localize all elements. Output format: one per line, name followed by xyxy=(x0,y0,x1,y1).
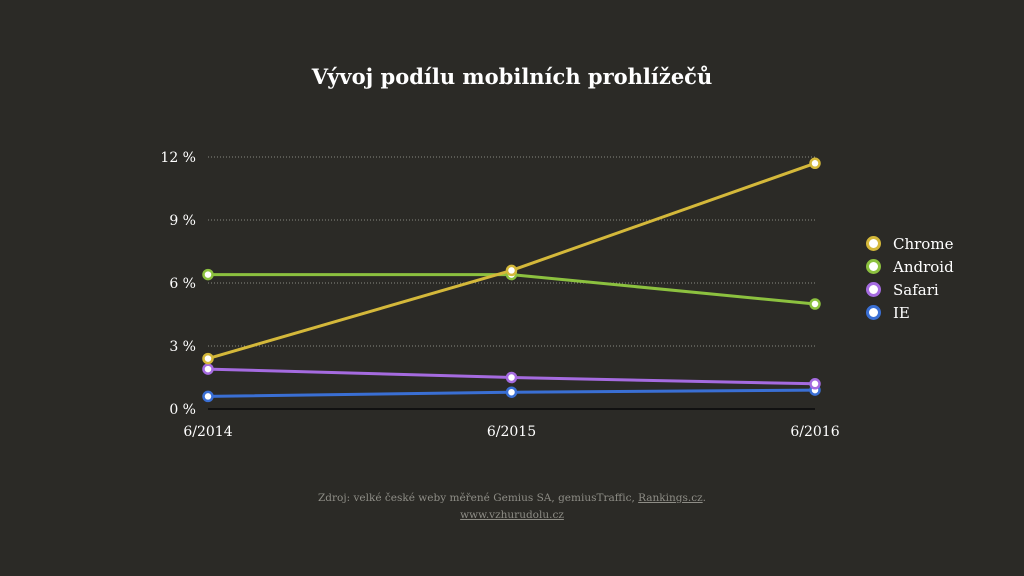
legend-label-chrome: Chrome xyxy=(893,234,954,253)
grid-lines xyxy=(208,156,815,347)
source-text: Zdroj: velké české weby měřené Gemius SA… xyxy=(318,492,635,504)
y-tick-label: 3 % xyxy=(169,339,196,355)
data-point-chrome xyxy=(809,157,821,170)
legend-item-safari[interactable]: Safari xyxy=(866,278,954,301)
legend-item-chrome[interactable]: Chrome xyxy=(866,232,954,255)
legend-item-ie[interactable]: IE xyxy=(866,301,954,324)
legend-label-android: Android xyxy=(893,257,954,276)
data-point-safari xyxy=(505,371,518,384)
x-tick-label: 6/2014 xyxy=(183,424,232,440)
source-link[interactable]: Rankings.cz xyxy=(638,492,703,504)
y-tick-label: 0 % xyxy=(169,402,196,418)
x-tick-label: 6/2016 xyxy=(790,424,839,440)
data-point-android xyxy=(202,268,214,281)
legend-label-safari: Safari xyxy=(893,280,939,299)
source-note: Zdroj: velké české weby měřené Gemius SA… xyxy=(0,490,1024,524)
source-line: Zdroj: velké české weby měřené Gemius SA… xyxy=(0,490,1024,507)
data-point-android xyxy=(809,298,821,310)
data-point-ie xyxy=(202,390,214,403)
data-point-safari xyxy=(809,378,821,390)
site-link[interactable]: www.vzhurudolu.cz xyxy=(460,509,564,521)
legend-marker-chrome xyxy=(866,236,881,251)
data-point-safari xyxy=(202,363,214,375)
legend-item-android[interactable]: Android xyxy=(866,255,954,278)
y-tick-label: 9 % xyxy=(169,213,196,229)
data-point-ie xyxy=(505,386,518,398)
data-point-chrome xyxy=(202,352,214,365)
legend-marker-safari xyxy=(866,282,881,297)
legend-marker-ie xyxy=(866,305,881,320)
y-tick-label: 6 % xyxy=(169,276,196,292)
series-line-chrome xyxy=(207,161,816,361)
x-tick-label: 6/2015 xyxy=(487,424,536,440)
legend: Chrome Android Safari IE xyxy=(866,232,954,324)
axes: 0 % 3 % 6 % 9 % 12 % 6/2014 6/2015 6/2016 xyxy=(160,150,839,440)
legend-marker-android xyxy=(866,259,881,274)
y-tick-label: 12 % xyxy=(160,150,196,166)
chart-title: Vývoj podílu mobilních prohlížečů xyxy=(311,64,713,89)
data-points xyxy=(202,157,821,403)
source-link-suffix: . xyxy=(702,492,706,504)
legend-label-ie: IE xyxy=(893,303,910,322)
data-point-chrome xyxy=(505,264,518,277)
